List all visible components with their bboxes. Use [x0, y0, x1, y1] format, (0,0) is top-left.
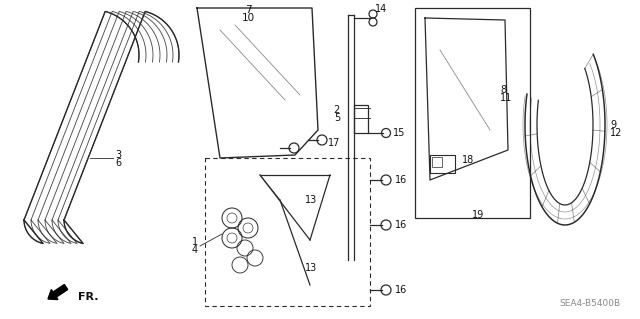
Text: 19: 19 [472, 210, 484, 220]
Text: 12: 12 [610, 128, 622, 138]
Text: 7: 7 [244, 5, 252, 15]
Text: 11: 11 [500, 93, 512, 103]
Text: 1: 1 [192, 237, 198, 247]
Text: 9: 9 [610, 120, 616, 130]
FancyArrow shape [48, 285, 68, 300]
Text: 17: 17 [328, 138, 340, 148]
Text: 3: 3 [115, 150, 121, 160]
Text: 6: 6 [115, 158, 121, 168]
Text: 4: 4 [192, 245, 198, 255]
Text: 16: 16 [395, 285, 407, 295]
Text: 13: 13 [305, 195, 317, 205]
Text: SEA4-B5400B: SEA4-B5400B [559, 299, 620, 308]
Bar [430, 155, 455, 173]
Text: 2: 2 [333, 105, 340, 115]
Text: 5: 5 [333, 113, 340, 123]
Text: 13: 13 [305, 263, 317, 273]
Text: 8: 8 [500, 85, 506, 95]
Bar [354, 105, 368, 133]
Bar [432, 157, 442, 167]
Text: 18: 18 [462, 155, 474, 165]
Text: 10: 10 [241, 13, 255, 23]
Text: FR.: FR. [78, 292, 99, 302]
Text: 16: 16 [395, 220, 407, 230]
Text: 15: 15 [393, 128, 405, 138]
Text: 14: 14 [375, 4, 387, 14]
Text: 16: 16 [395, 175, 407, 185]
